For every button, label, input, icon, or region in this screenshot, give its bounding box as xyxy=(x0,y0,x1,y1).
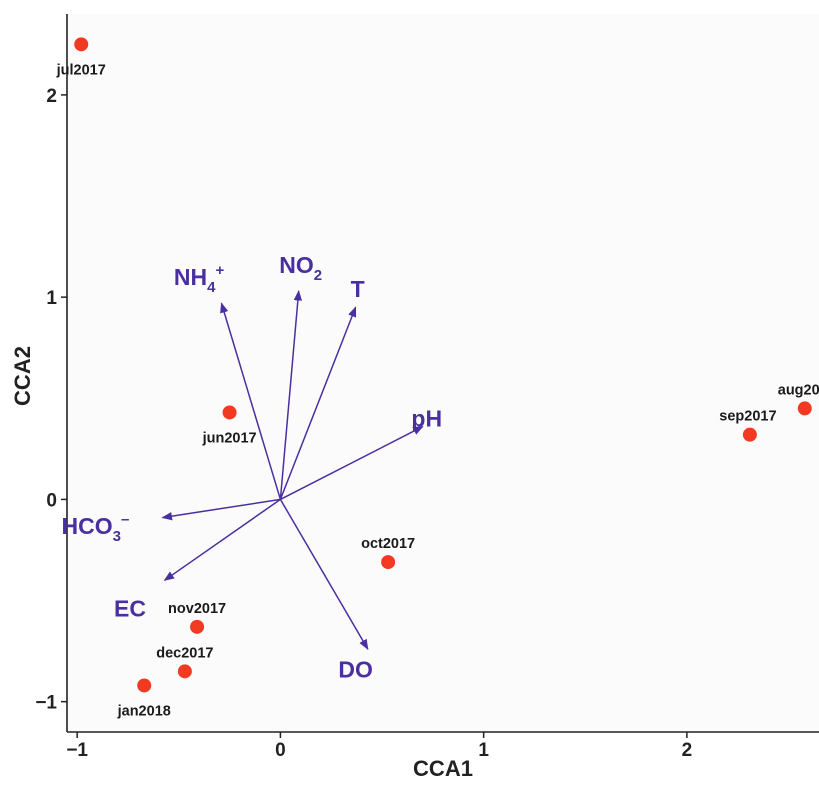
site-label-dec2017: dec2017 xyxy=(156,645,213,661)
site-point-oct2017 xyxy=(381,555,396,570)
site-point-jul2017 xyxy=(74,37,89,52)
plot-area xyxy=(67,14,819,732)
x-tick-label: 0 xyxy=(275,740,286,761)
site-point-jun2017 xyxy=(222,405,237,420)
site-point-nov2017 xyxy=(190,619,205,634)
site-label-jul2017: jul2017 xyxy=(56,62,106,78)
site-point-jan2018 xyxy=(137,678,152,693)
vector-label-hco3: HCO3– xyxy=(62,511,130,545)
site-point-sep2017 xyxy=(742,427,757,442)
vector-label-t: T xyxy=(351,276,365,302)
site-label-aug201: aug201 xyxy=(778,382,819,398)
axes xyxy=(66,14,819,733)
site-label-oct2017: oct2017 xyxy=(361,536,415,552)
vector-label-ec: EC xyxy=(114,596,146,622)
site-label-jun2017: jun2017 xyxy=(202,430,257,446)
y-tick-label: 1 xyxy=(46,288,57,309)
ticks: −1 0 1 2 −1 0 1 2 xyxy=(35,86,692,761)
site-label-nov2017: nov2017 xyxy=(168,601,226,617)
y-tick-label: 2 xyxy=(46,86,57,107)
y-tick-label: −1 xyxy=(35,693,57,714)
x-tick-label: 1 xyxy=(478,740,489,761)
vector-arrow-ec xyxy=(163,498,281,581)
y-tick-label: 0 xyxy=(46,490,57,511)
vector-label-do: DO xyxy=(338,656,373,682)
vector-label-nh4: NH4+ xyxy=(174,262,225,296)
vector-arrow-nh4 xyxy=(220,302,282,500)
vector-arrow-ph xyxy=(280,425,424,501)
x-axis-title: CCA1 xyxy=(413,756,473,781)
site-points: jul2017 jun2017 aug201sep2017 oct2017 nov201… xyxy=(56,37,819,719)
vector-label-ph: pH xyxy=(411,406,442,432)
x-tick-label: 2 xyxy=(682,740,693,761)
site-point-dec2017 xyxy=(177,664,192,679)
site-point-aug201 xyxy=(797,401,812,416)
site-label-jan2018: jan2018 xyxy=(117,703,171,719)
environmental-vectors: NH4+ NO2 TpH HCO3– EC DO xyxy=(62,252,443,683)
vector-arrow-no2 xyxy=(279,290,303,500)
vector-arrow-hco3 xyxy=(161,498,281,521)
site-label-sep2017: sep2017 xyxy=(719,409,776,425)
x-tick-label: −1 xyxy=(66,740,88,761)
vector-arrow-do xyxy=(279,499,369,650)
vector-label-no2: NO2 xyxy=(279,252,322,284)
y-axis-title: CCA2 xyxy=(10,346,35,406)
vector-arrow-t xyxy=(279,306,357,500)
